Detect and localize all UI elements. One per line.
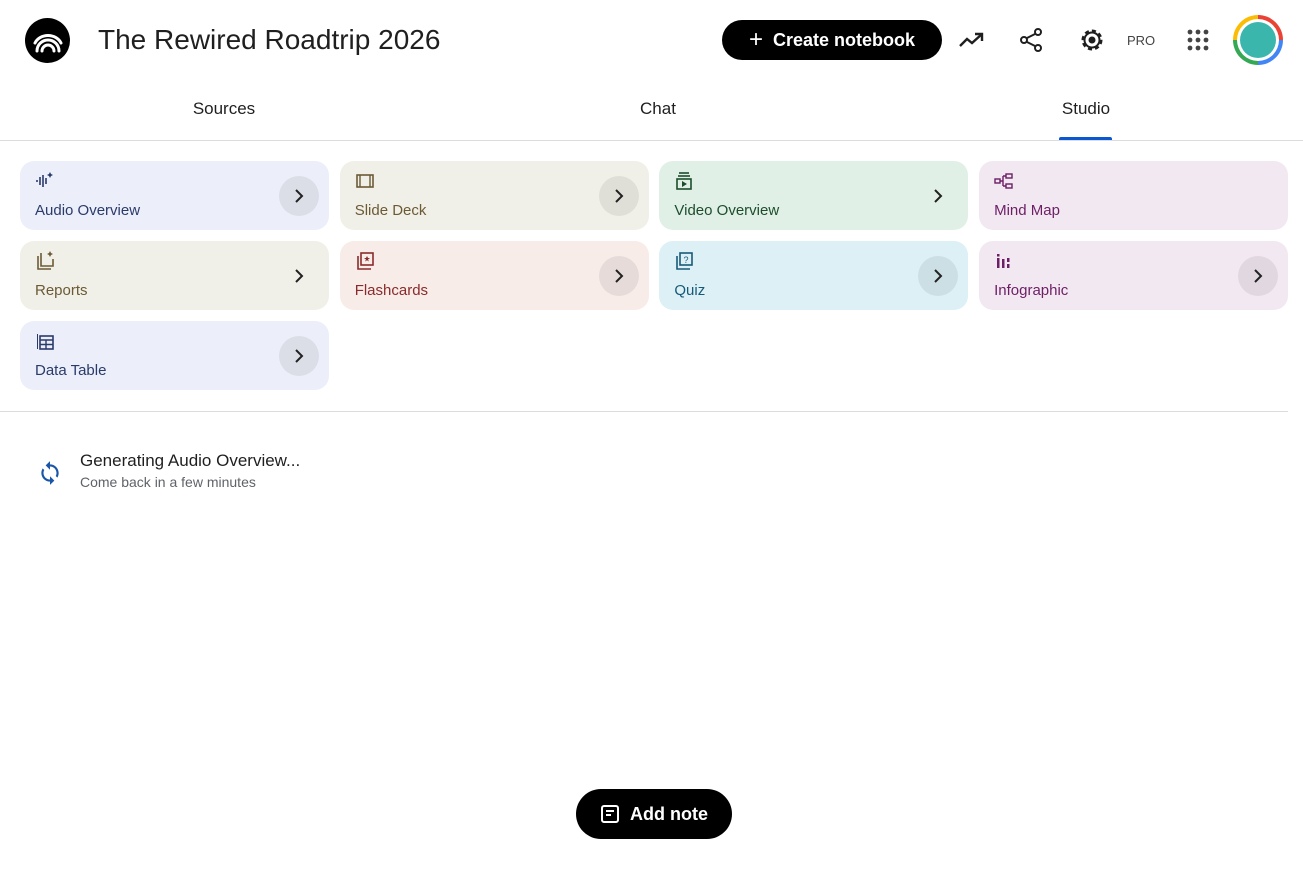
studio-card-audio-overview[interactable]: Audio Overview [20, 161, 329, 230]
studio-card-quiz[interactable]: ? Quiz [659, 241, 969, 310]
studio-card-data-table[interactable]: Data Table [20, 321, 329, 390]
add-note-button[interactable]: Add note [576, 789, 732, 839]
studio-card-label: Mind Map [994, 202, 1060, 219]
plus-icon: + [748, 26, 763, 53]
tab-chat[interactable]: Chat [640, 99, 676, 118]
share-icon[interactable] [1016, 25, 1046, 55]
chevron-right-icon[interactable] [918, 176, 958, 216]
chevron-right-icon[interactable] [279, 336, 319, 376]
chevron-right-icon[interactable] [918, 256, 959, 296]
notebook-title[interactable]: The Rewired Roadtrip 2026 [98, 24, 441, 55]
avatar[interactable] [1233, 15, 1283, 65]
infographic-icon [994, 251, 1014, 271]
studio-card-infographic[interactable]: Infographic [979, 241, 1289, 310]
table-icon [35, 331, 55, 351]
chevron-right-icon[interactable] [598, 176, 639, 216]
video-icon [674, 171, 694, 191]
studio-card-flashcards[interactable]: Flashcards [339, 241, 649, 310]
studio-card-label: Reports [35, 282, 88, 299]
section-divider [0, 411, 1288, 412]
notebooklm-logo[interactable] [25, 18, 70, 63]
chevron-right-icon[interactable] [1238, 256, 1279, 296]
studio-card-label: Slide Deck [354, 202, 427, 219]
studio-card-label: Data Table [35, 362, 107, 379]
quiz-icon: ? [674, 251, 694, 271]
chevron-right-icon[interactable] [279, 256, 319, 296]
studio-card-label: Flashcards [354, 282, 429, 299]
studio-card-label: Video Overview [674, 202, 780, 219]
tab-studio[interactable]: Studio [1061, 99, 1111, 118]
tab-divider [0, 140, 1303, 141]
flashcards-icon [355, 251, 375, 271]
studio-card-video-overview[interactable]: Video Overview [659, 161, 969, 230]
chevron-right-icon[interactable] [598, 256, 639, 296]
apps-grid-icon[interactable] [1183, 25, 1213, 55]
note-icon [601, 805, 619, 823]
pro-badge: PRO [1127, 33, 1156, 48]
studio-card-slide-deck[interactable]: Slide Deck [339, 161, 649, 230]
analytics-icon[interactable] [957, 25, 987, 55]
studio-card-label: Audio Overview [35, 202, 141, 219]
studio-card-mind-map[interactable]: Mind Map [979, 161, 1289, 230]
mind-map-icon [994, 171, 1014, 191]
studio-card-label: Quiz [674, 282, 706, 299]
active-tab-indicator [1059, 137, 1112, 140]
create-notebook-button[interactable]: + Create notebook [722, 20, 942, 60]
tab-sources[interactable]: Sources [192, 99, 256, 118]
sync-icon [37, 460, 63, 491]
audio-waveform-icon [35, 171, 55, 191]
chevron-right-icon[interactable] [279, 176, 319, 216]
generating-status-subtitle: Come back in a few minutes [80, 474, 256, 490]
slides-icon [355, 171, 375, 191]
studio-card-label: Infographic [994, 282, 1069, 299]
reports-icon [35, 251, 55, 271]
generating-status-title: Generating Audio Overview... [80, 451, 301, 470]
settings-icon[interactable] [1077, 25, 1107, 55]
studio-card-reports[interactable]: Reports [20, 241, 329, 310]
svg-text:?: ? [684, 255, 689, 265]
